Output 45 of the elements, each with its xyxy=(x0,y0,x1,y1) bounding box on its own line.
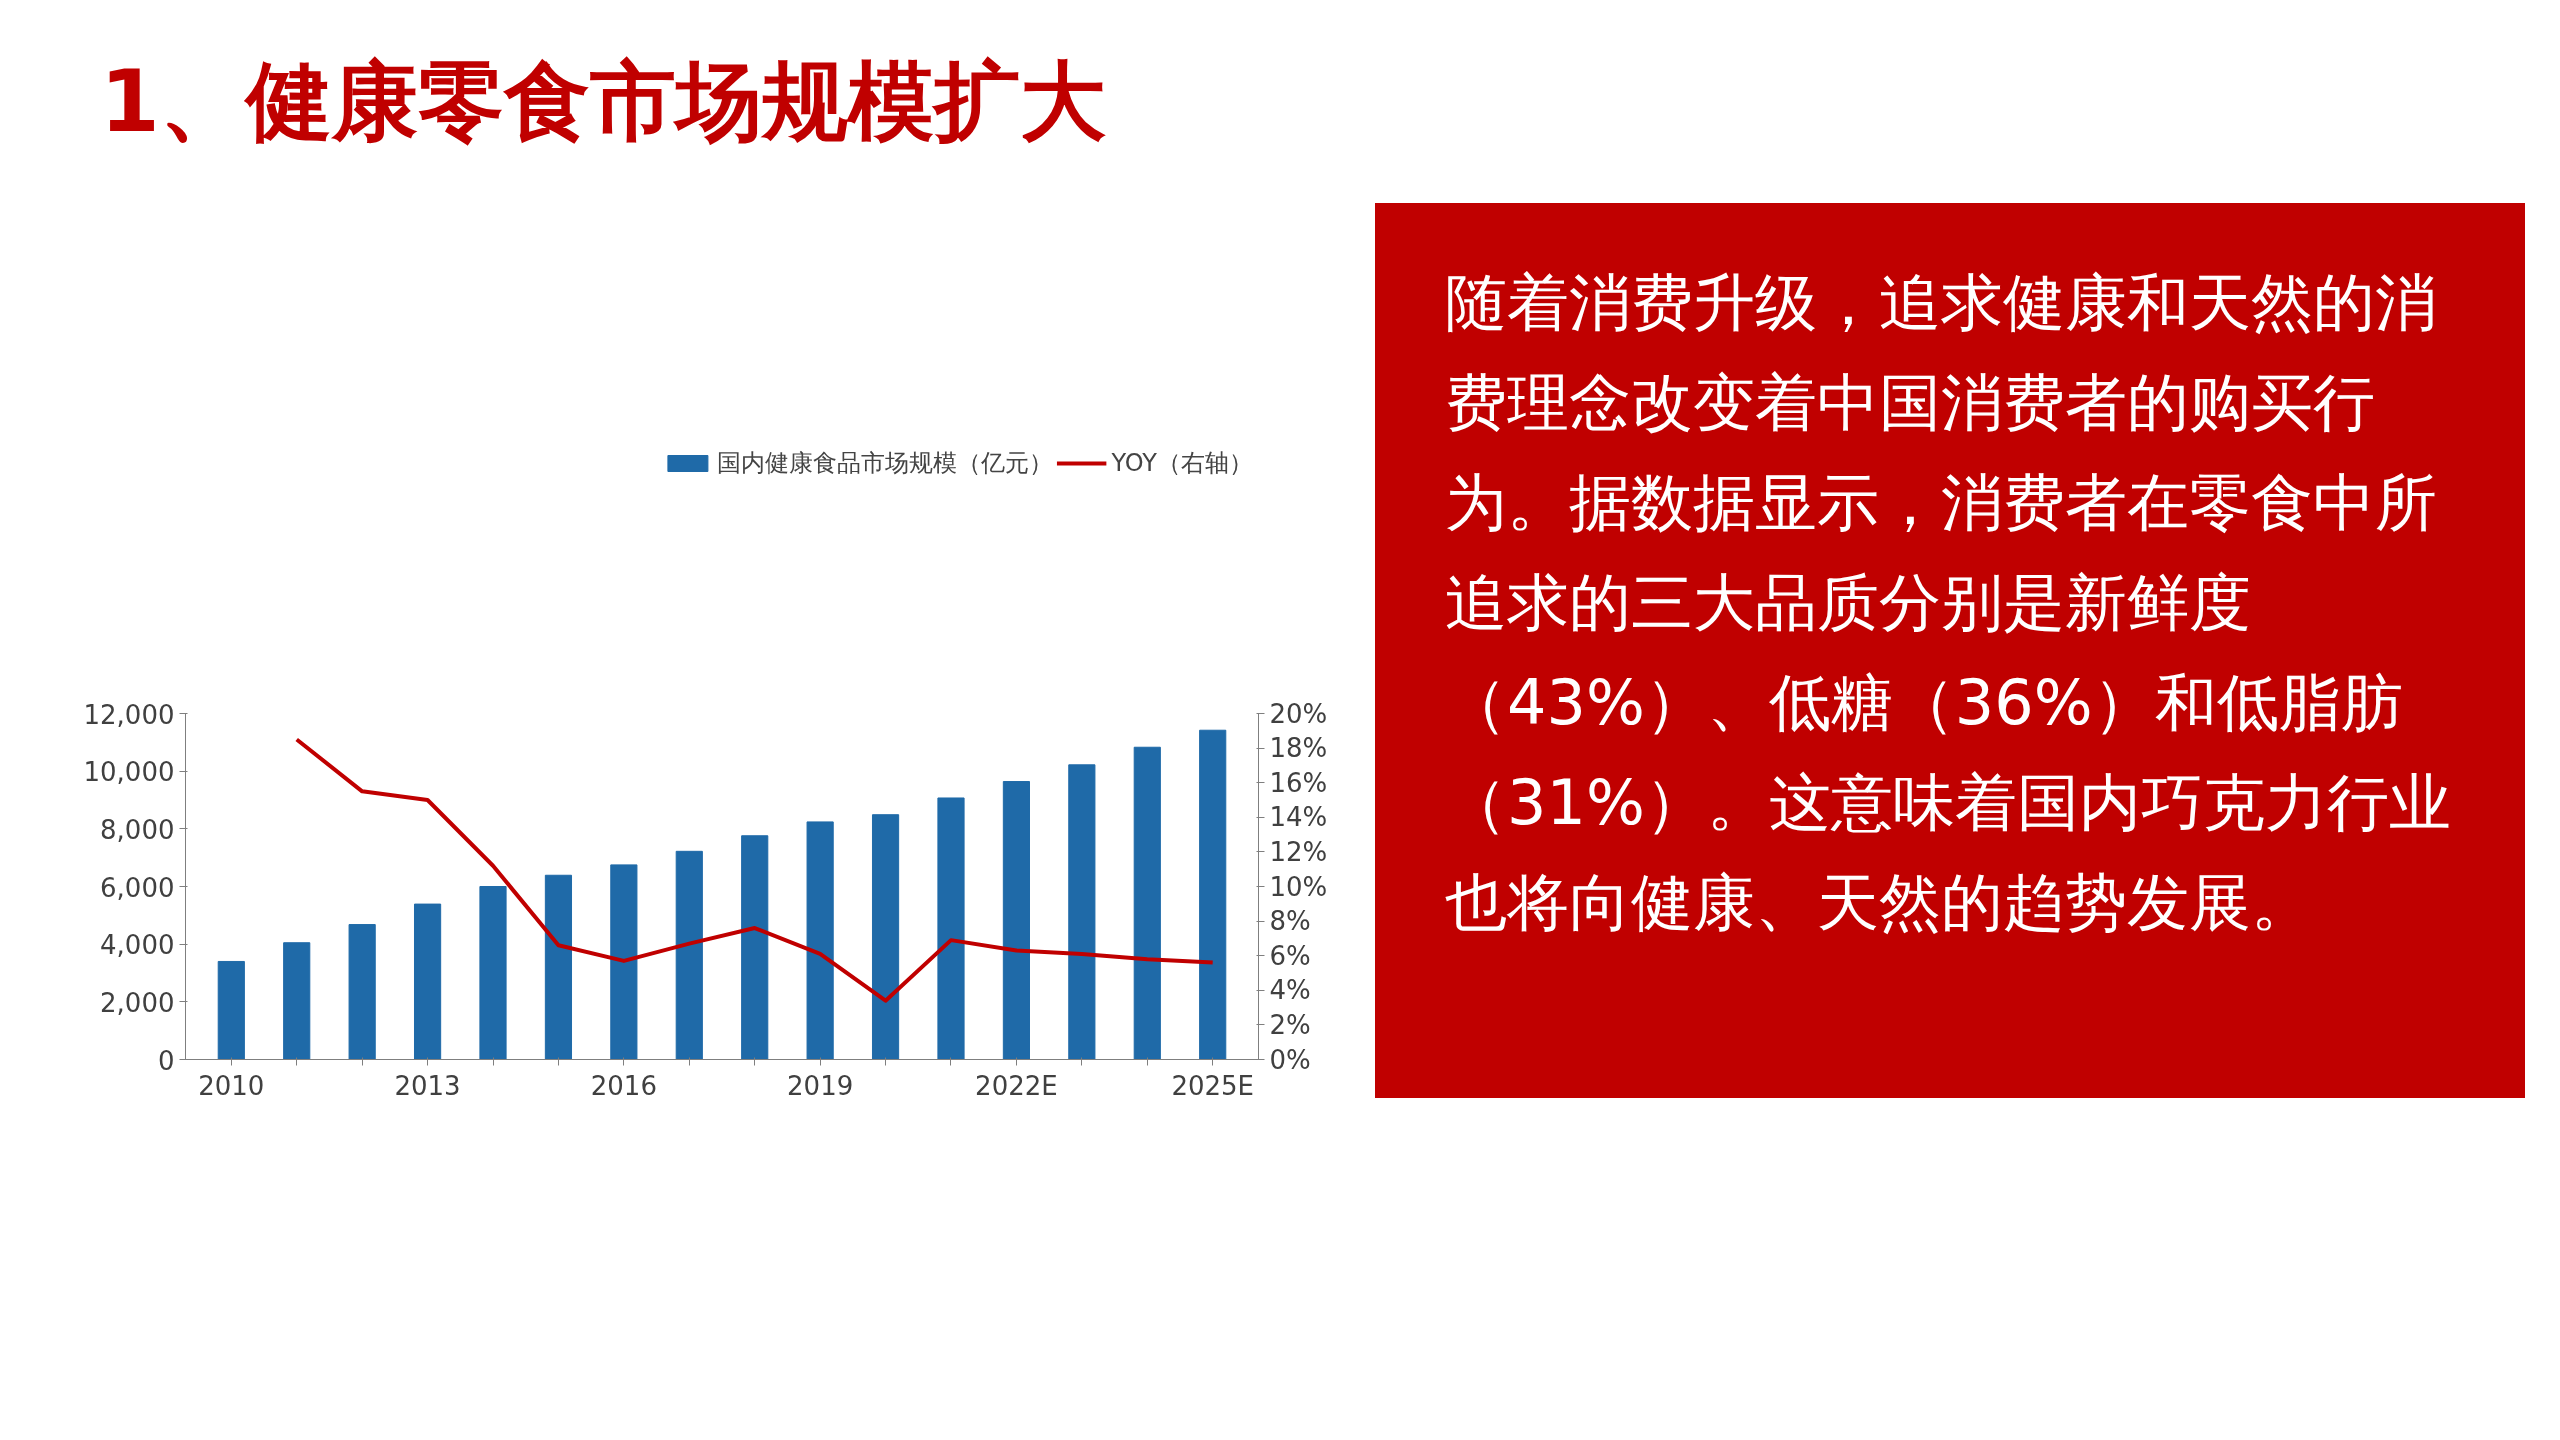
bar xyxy=(1068,764,1096,1060)
y2-tick-label: 4% xyxy=(1269,975,1311,1006)
x-tick-label: 2010 xyxy=(198,1070,265,1101)
bar xyxy=(610,864,638,1060)
y-tick-label: 2,000 xyxy=(100,987,175,1018)
x-tick-label: 2025E xyxy=(1171,1070,1255,1101)
bar xyxy=(479,885,507,1060)
legend-label: 国内健康食品市场规模（亿元） xyxy=(717,447,1054,479)
y-tick-label: 4,000 xyxy=(100,930,175,961)
y2-tick-label: 10% xyxy=(1269,871,1328,902)
bar xyxy=(413,903,442,1060)
bar xyxy=(348,923,376,1060)
bar xyxy=(544,874,573,1060)
chart-title: 1、健康零食市场规模扩大 xyxy=(100,50,1106,153)
y2-tick-label: 16% xyxy=(1269,767,1328,798)
line-series xyxy=(294,737,1215,1003)
y2-tick-label: 0% xyxy=(1269,1044,1311,1075)
y2-tick-label: 2% xyxy=(1269,1009,1311,1040)
bar xyxy=(675,850,703,1060)
x-tick-label: 2013 xyxy=(394,1070,461,1101)
text: 随着消费升级，追求健康和天然的消费理念改变着中国消费者的购买行为。据数据显示，消费者在零食中所追求的三大品质分别是新鲜度（43%）、低糖（36%）和低脂肪（31%）。这意味着国内巧克力行业也将向健康、天然的趋势发展。 xyxy=(1445,264,2452,941)
x-tick-label: 2022E xyxy=(975,1070,1058,1101)
bar xyxy=(217,960,245,1060)
bar xyxy=(283,942,311,1060)
x-tick-label: 2019 xyxy=(787,1070,854,1101)
y2-tick-label: 12% xyxy=(1269,836,1328,867)
bar xyxy=(1199,729,1227,1060)
bar xyxy=(937,797,965,1060)
bar xyxy=(871,814,900,1060)
y-tick-label: 8,000 xyxy=(100,814,175,845)
y2-tick-label: 20% xyxy=(1269,698,1328,729)
y2-tick-label: 6% xyxy=(1269,940,1311,971)
y-tick-label: 0 xyxy=(157,1045,175,1076)
y2-tick-label: 8% xyxy=(1269,905,1311,936)
bar xyxy=(741,835,769,1060)
y2-tick-label: 14% xyxy=(1269,802,1328,833)
bar xyxy=(1133,746,1161,1060)
x-tick-label: 2016 xyxy=(590,1070,657,1101)
y-tick-label: 12,000 xyxy=(83,699,175,730)
bar xyxy=(806,821,834,1060)
legend-label: YOY（右轴） xyxy=(1111,447,1253,479)
bar xyxy=(1002,780,1031,1060)
y-tick-label: 10,000 xyxy=(83,757,175,788)
y2-tick-label: 18% xyxy=(1269,732,1328,763)
y-tick-label: 6,000 xyxy=(100,872,175,903)
